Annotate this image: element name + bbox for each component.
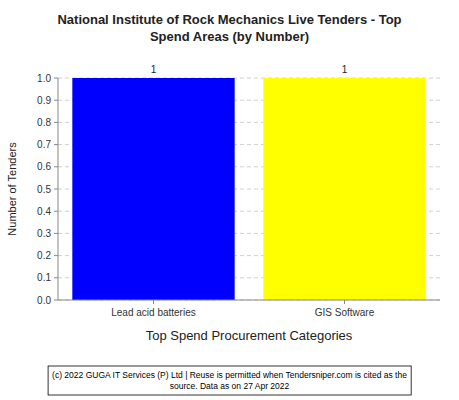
footer-text: source. Data as on 27 Apr 2022 — [170, 381, 290, 391]
y-tick — [54, 78, 58, 79]
x-tick — [344, 300, 345, 304]
x-ticks: Lead acid batteries GIS Software — [111, 300, 374, 318]
title: National Institute of Rock Mechanics Liv… — [57, 12, 401, 44]
y-tick — [54, 233, 58, 234]
y-tick — [54, 122, 58, 123]
data-label: 1 — [151, 64, 157, 75]
y-tick-label: 1.0 — [37, 73, 51, 84]
x-tick — [153, 300, 154, 304]
x-axis-label: Top Spend Procurement Categories — [146, 328, 353, 343]
chart: National Institute of Rock Mechanics Liv… — [0, 0, 459, 400]
y-tick-label: 0.1 — [37, 272, 51, 283]
footer: (c) 2022 GUGA IT Services (P) Ltd | Reus… — [48, 366, 411, 395]
y-tick — [54, 211, 58, 212]
y-axis-label: Number of Tenders — [6, 142, 18, 236]
bar — [263, 78, 425, 300]
y-tick-label: 0.7 — [37, 139, 51, 150]
y-tick — [54, 277, 58, 278]
y-tick-label: 0.9 — [37, 95, 51, 106]
grid-line — [58, 300, 440, 301]
x-tick-label: GIS Software — [315, 307, 375, 318]
y-tick — [54, 100, 58, 101]
y-tick-label: 0.3 — [37, 228, 51, 239]
bars — [72, 78, 425, 300]
y-tick-label: 0.0 — [37, 295, 51, 306]
title-line: National Institute of Rock Mechanics Liv… — [57, 12, 401, 27]
data-label: 1 — [342, 64, 348, 75]
title-line: Spend Areas (by Number) — [150, 29, 309, 44]
bar — [72, 78, 234, 300]
y-tick — [54, 144, 58, 145]
y-tick-label: 0.2 — [37, 250, 51, 261]
y-tick-label: 0.4 — [37, 206, 51, 217]
y-ticks: 0.0 0.1 0.2 0.3 0.4 0.5 0.6 0.7 0.8 0.9 1.0 — [37, 73, 58, 306]
footer-text: (c) 2022 GUGA IT Services (P) Ltd | Reus… — [52, 370, 407, 380]
x-axis-line — [58, 300, 440, 301]
y-tick — [54, 166, 58, 167]
x-tick-label: Lead acid batteries — [111, 307, 196, 318]
y-tick-label: 0.6 — [37, 161, 51, 172]
y-tick-label: 0.8 — [37, 117, 51, 128]
chart-container: National Institute of Rock Mechanics Liv… — [0, 0, 459, 400]
y-tick — [54, 255, 58, 256]
y-tick — [54, 189, 58, 190]
grid — [58, 78, 440, 300]
footer-box — [48, 366, 411, 395]
y-axis-line — [58, 78, 59, 300]
y-tick-label: 0.5 — [37, 184, 51, 195]
data-labels: 11 — [151, 64, 348, 75]
y-tick — [54, 300, 58, 301]
